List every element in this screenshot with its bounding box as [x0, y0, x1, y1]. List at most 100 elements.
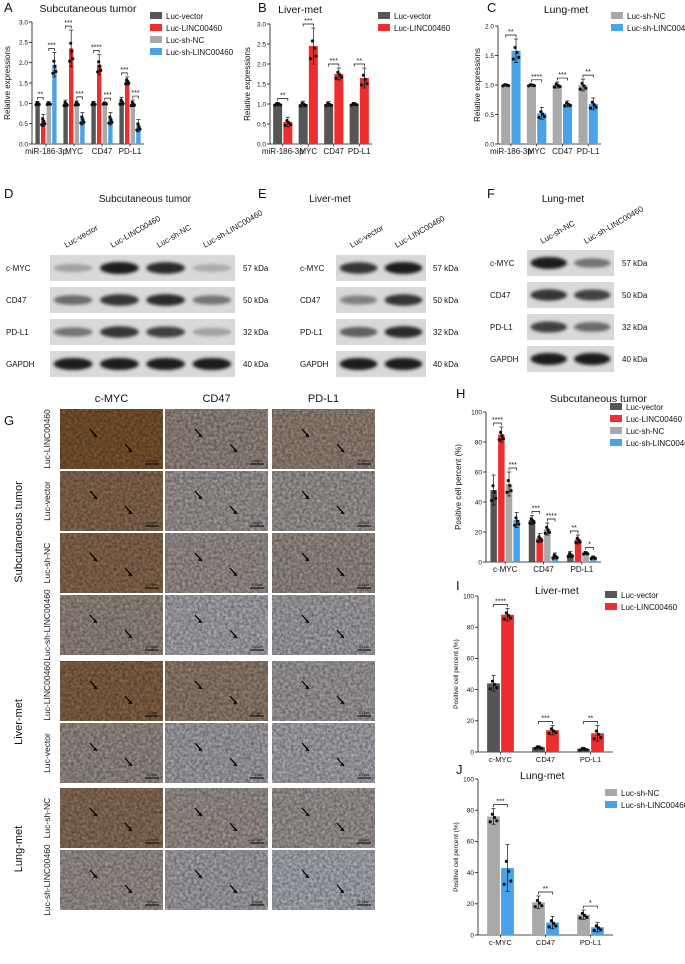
lane-label: Luc-vector	[348, 223, 385, 250]
legend-swatch	[610, 403, 622, 410]
blots-layer: D Subcutaneous tumor Luc-vector Luc-LINC004…	[4, 186, 648, 377]
significance-label: ***	[48, 43, 56, 50]
bar	[562, 103, 573, 144]
legend-label: Luc-vector	[626, 403, 664, 412]
data-point	[298, 104, 302, 108]
bar	[537, 113, 547, 144]
y-tick-label: 1.5	[257, 81, 266, 88]
y-tick-label: 1.0	[485, 82, 494, 89]
bar	[102, 103, 107, 144]
x-tick-label: PD-L1	[119, 147, 142, 156]
blot-row-label: c-MYC	[300, 264, 325, 273]
data-point	[592, 928, 596, 933]
significance-bracket	[556, 77, 568, 81]
legend-label: Luc-sh-NC	[627, 12, 665, 21]
bar	[334, 74, 344, 144]
significance-bracket	[132, 95, 139, 99]
kda-label: 40 kDa	[243, 360, 269, 369]
data-point	[585, 915, 589, 919]
significance-label: ***	[104, 92, 112, 99]
bar	[46, 103, 51, 144]
y-tick-label: 20	[467, 901, 475, 908]
data-point	[508, 484, 512, 488]
significance-label: ****	[546, 513, 557, 520]
data-point	[93, 102, 97, 107]
scale-bar-label: 100μm	[359, 900, 370, 904]
data-point	[592, 737, 596, 741]
data-point	[135, 128, 139, 132]
x-tick-label: miR-186-3p	[25, 147, 67, 156]
ihc-row-label: Luc-LINC00460	[42, 409, 52, 469]
western-blot-f: F Lung-met Luc-sh-NC Luc-sh-LINC00460 c-MYC 5…	[487, 186, 648, 372]
significance-bracket	[505, 34, 517, 38]
legend-swatch	[378, 12, 390, 19]
arrow-head-icon	[305, 495, 309, 499]
legend-swatch	[150, 24, 162, 31]
chart-title: Subcutaneous tumor	[40, 3, 137, 15]
data-point	[554, 924, 558, 928]
y-tick-label: 100	[463, 593, 474, 600]
arrow-head-icon	[93, 685, 97, 689]
data-point	[547, 731, 551, 736]
bar	[487, 683, 500, 752]
bar	[69, 48, 74, 144]
data-point	[70, 49, 74, 53]
legend-label: Luc-vector	[394, 12, 432, 21]
data-point	[308, 57, 313, 61]
significance-label: ***	[120, 67, 128, 74]
arrow-head-icon	[340, 889, 344, 893]
data-point	[511, 57, 515, 61]
legend-swatch	[611, 12, 623, 19]
blot-band	[146, 326, 186, 338]
data-point	[491, 484, 495, 488]
scale-bar-label: 100μm	[359, 459, 370, 463]
data-point	[504, 611, 508, 615]
legend-label: Luc-sh-NC	[626, 427, 664, 436]
ihc-texture	[60, 661, 163, 721]
data-point	[547, 925, 551, 929]
significance-label: **	[508, 29, 514, 36]
bar	[41, 120, 46, 144]
lane-label: Luc-sh-NC	[539, 219, 577, 246]
significance-bracket	[121, 72, 128, 76]
data-point	[585, 748, 589, 752]
significance-label: *	[588, 542, 591, 549]
ihc-panel: Gc-MYC CD47 PD-L1 Luc-LINC00460 100μm 100μm 10…	[4, 393, 375, 916]
significance-label: ****	[91, 45, 102, 52]
significance-label: ***	[64, 20, 72, 27]
blot-row-label: PD-L1	[6, 328, 29, 337]
y-tick-label: 80	[467, 808, 475, 815]
scale-bar-label: 100μm	[359, 773, 370, 777]
arrow-head-icon	[198, 619, 202, 623]
data-point	[566, 555, 570, 559]
bar	[574, 539, 582, 562]
legend-label: Luc-vector	[166, 12, 204, 21]
blot-band	[192, 327, 232, 337]
bar	[324, 104, 334, 144]
data-point	[532, 84, 536, 88]
legend-label: Luc-sh-LINC00460	[621, 801, 685, 810]
blot-band	[192, 295, 232, 305]
blot-title: Lung-met	[542, 194, 584, 205]
blot-title: Liver-met	[309, 194, 351, 205]
data-point	[593, 556, 598, 560]
scale-bar-label: 100μm	[359, 711, 370, 715]
chart-title: Lung-met	[544, 4, 588, 16]
kda-label: 32 kDa	[622, 323, 648, 332]
y-tick-label: 0.0	[257, 141, 266, 148]
data-point	[584, 86, 588, 90]
data-point	[563, 104, 567, 108]
bar	[490, 490, 497, 562]
legend-swatch	[150, 48, 162, 55]
data-point	[493, 682, 497, 687]
significance-bracket	[76, 96, 83, 100]
data-point	[338, 73, 342, 77]
y-axis-label: Relative expressions	[473, 48, 482, 122]
data-point	[51, 71, 55, 75]
data-point	[310, 39, 315, 43]
legend-swatch	[605, 591, 617, 598]
data-point	[540, 746, 544, 750]
data-point	[43, 122, 47, 126]
significance-label: ***	[132, 90, 140, 97]
arrow-head-icon	[305, 685, 309, 689]
